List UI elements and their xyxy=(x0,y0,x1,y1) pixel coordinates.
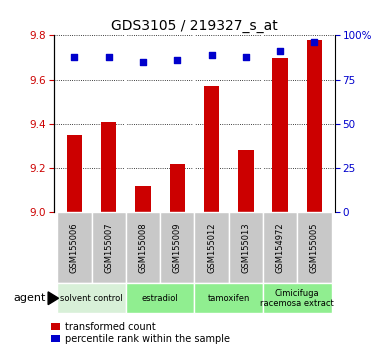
Text: GSM155007: GSM155007 xyxy=(104,222,113,273)
Bar xyxy=(135,186,151,212)
Text: GSM155012: GSM155012 xyxy=(207,223,216,273)
Bar xyxy=(297,212,331,283)
Point xyxy=(277,48,283,54)
Bar xyxy=(126,212,160,283)
Bar xyxy=(273,58,288,212)
Text: Cimicifuga
racemosa extract: Cimicifuga racemosa extract xyxy=(260,289,334,308)
Bar xyxy=(67,135,82,212)
Bar xyxy=(263,212,297,283)
Bar xyxy=(194,212,229,283)
Bar xyxy=(238,150,254,212)
Text: tamoxifen: tamoxifen xyxy=(208,294,250,303)
Bar xyxy=(126,283,194,313)
Text: GSM154972: GSM154972 xyxy=(276,222,285,273)
Text: GSM155006: GSM155006 xyxy=(70,222,79,273)
Bar xyxy=(194,283,263,313)
Title: GDS3105 / 219327_s_at: GDS3105 / 219327_s_at xyxy=(111,19,278,33)
Point xyxy=(71,54,77,59)
Bar xyxy=(204,86,219,212)
Text: solvent control: solvent control xyxy=(60,294,123,303)
Bar xyxy=(57,212,92,283)
Bar xyxy=(169,164,185,212)
Bar xyxy=(307,40,322,212)
Text: GSM155008: GSM155008 xyxy=(139,222,147,273)
Text: agent: agent xyxy=(14,293,46,303)
Point xyxy=(209,52,215,58)
Bar xyxy=(101,122,116,212)
Point xyxy=(140,59,146,65)
Bar xyxy=(229,212,263,283)
Bar xyxy=(160,212,194,283)
Point xyxy=(174,57,180,63)
Legend: transformed count, percentile rank within the sample: transformed count, percentile rank withi… xyxy=(51,322,230,344)
Bar xyxy=(263,283,331,313)
Bar xyxy=(92,212,126,283)
Text: GSM155009: GSM155009 xyxy=(173,223,182,273)
Point xyxy=(243,54,249,59)
Text: estradiol: estradiol xyxy=(142,294,179,303)
Bar xyxy=(57,283,126,313)
Text: GSM155013: GSM155013 xyxy=(241,222,250,273)
Polygon shape xyxy=(48,292,59,304)
Point xyxy=(105,54,112,59)
Text: GSM155005: GSM155005 xyxy=(310,223,319,273)
Point xyxy=(311,40,318,45)
